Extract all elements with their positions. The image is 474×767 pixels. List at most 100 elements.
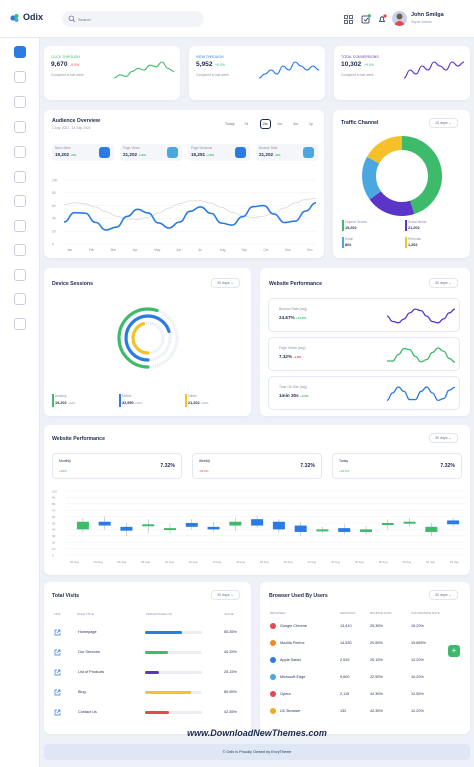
kpi-delta: +9.0% [215, 63, 226, 67]
tab-3m[interactable]: 3m [293, 122, 298, 126]
percentage-fill [145, 711, 169, 714]
logo-icon[interactable] [10, 13, 20, 23]
y-tick-label: 60 [52, 204, 56, 208]
y-tick-label: 0 [52, 553, 54, 557]
sidebar-item-user-settings[interactable] [14, 293, 26, 305]
percentage-track [145, 651, 202, 654]
browser-icon [270, 623, 276, 629]
wp2-weekly-card: Weekly -39.0% 7.32% [192, 453, 322, 479]
external-link-icon[interactable] [54, 669, 61, 676]
tab-1m[interactable]: 1m [277, 122, 282, 126]
apps-grid-icon[interactable] [344, 15, 353, 24]
page-title[interactable]: Our Services [78, 650, 100, 654]
wp-item-value: 7.32% -4.8% [279, 354, 302, 359]
browser-name: Mozilla Firefox [280, 641, 305, 645]
table-row: Contact Us 42.35% [44, 708, 251, 722]
y-tick-label: 10 [52, 547, 56, 551]
search-icon [68, 15, 76, 23]
stat-page-sessions: Page Sessions 15,251 +15% [188, 144, 250, 161]
tab-2w[interactable]: 2w [260, 119, 271, 129]
x-tick-label: Jan [67, 248, 72, 252]
sidebar-item-chart-line[interactable] [14, 318, 26, 330]
conversion-rate: 12.20% [411, 658, 424, 662]
x-tick-label: Apr [132, 248, 138, 252]
tv-period-dropdown[interactable]: 30 days ⌄ [211, 590, 240, 600]
device-legend-mobile: Mobile 32,550 +20% [119, 394, 179, 407]
kpi-delta: +9.0% [364, 63, 375, 67]
period-tabs: Today 7d 2w 1m 3m 1y [220, 119, 320, 130]
tab-today[interactable]: Today [225, 122, 235, 126]
tv-title: Total Visits [52, 593, 80, 599]
conversion-rate: 12.20% [411, 709, 424, 713]
wp2-value: 7.32% [440, 463, 455, 469]
table-row: Google Chrome 13,410 25.35% 15.20% [260, 622, 470, 636]
sidebar-item-shield[interactable] [14, 195, 26, 207]
user-name[interactable]: John Smilga [411, 12, 444, 18]
tv-header-value: VALUE [224, 612, 234, 616]
wp2-delta: +30.9% [339, 469, 350, 473]
y-tick-label: 40 [52, 217, 56, 221]
page-title[interactable]: Blog [78, 690, 86, 694]
sidebar-item-clipboard[interactable] [14, 220, 26, 232]
tab-7d[interactable]: 7d [244, 122, 248, 126]
device-period-dropdown[interactable]: 30 days ⌄ [211, 278, 240, 288]
percentage-track [145, 671, 202, 674]
external-link-icon[interactable] [54, 629, 61, 636]
conversion-rate: 10.20% [411, 675, 424, 679]
browser-icon [270, 657, 276, 663]
br-period-dropdown[interactable]: 30 days ⌄ [429, 590, 458, 600]
legend-organic: Organic Search 19,202 [342, 220, 397, 232]
legend-social: Social Media 21,202 [405, 220, 460, 232]
external-link-icon[interactable] [54, 709, 61, 716]
sidebar-item-dashboard[interactable] [14, 46, 26, 58]
y-tick-label: 0 [52, 242, 54, 246]
kpi-label: TOTAL CONVERSIONS [341, 55, 379, 59]
page-title[interactable]: List of Products [78, 670, 105, 674]
y-tick-label: 100 [52, 178, 58, 182]
notification-bell-icon[interactable] [377, 14, 387, 24]
sidebar-item-users[interactable] [14, 146, 26, 158]
task-check-icon[interactable] [361, 14, 371, 24]
device-label: Tablet [188, 394, 197, 398]
value: 80.95% [224, 690, 237, 694]
traffic-period-dropdown[interactable]: 15 days ⌄ [429, 118, 458, 128]
browser-name: Microsoft Edge [280, 675, 306, 679]
wp2-period-dropdown[interactable]: 30 days ⌄ [429, 433, 458, 443]
wp2-today-card: Today +30.9% 7.32% [332, 453, 462, 479]
tab-1y[interactable]: 1y [309, 122, 313, 126]
external-link-icon[interactable] [54, 689, 61, 696]
device-title: Device Sessions [52, 281, 93, 287]
sidebar-item-pie[interactable] [14, 121, 26, 133]
page-title[interactable]: Homepage [78, 630, 97, 634]
kpi-label: CLICK THROUGH [51, 55, 80, 59]
bounce-rate: 42.35% [370, 692, 383, 696]
percentage-track [145, 631, 202, 634]
sidebar-item-mail[interactable] [14, 171, 26, 183]
sparkline-path [259, 61, 319, 79]
candle-body [142, 524, 155, 527]
sidebar-item-share[interactable] [14, 244, 26, 256]
page-title[interactable]: Contact Us [78, 710, 97, 714]
y-tick-label: 70 [52, 509, 56, 513]
kpi-note: Compared to last week [51, 73, 84, 77]
traffic-channel-card: Traffic Channel 15 days ⌄ Organic Search… [333, 110, 470, 258]
x-tick-label: 24 Aug [331, 560, 340, 564]
donut-slice [362, 156, 382, 200]
external-link-icon[interactable] [54, 649, 61, 656]
device-value: 21,202 +20% [188, 401, 209, 405]
footer: © Odix is Proudly Owned by EnvyTheme [44, 744, 470, 760]
wp-item-bounce: Bounce Rate (avg) 24.67% +44.8% [268, 298, 460, 332]
wp-period-dropdown[interactable]: 30 days ⌄ [429, 278, 458, 288]
candle-body [207, 526, 220, 530]
avatar[interactable] [392, 11, 407, 26]
br-header-sessions: SESSIONS [340, 611, 356, 615]
sidebar-item-layers[interactable] [14, 269, 26, 281]
brand-name[interactable]: Odix [23, 12, 44, 22]
add-button[interactable]: + [448, 645, 460, 657]
sidebar-item-calendar[interactable] [14, 71, 26, 83]
sidebar-item-tag[interactable] [14, 96, 26, 108]
search-box[interactable] [62, 11, 204, 27]
wp2-label: Weekly [199, 459, 211, 463]
x-tick-label: Dec [307, 248, 313, 252]
search-input[interactable] [78, 14, 198, 24]
